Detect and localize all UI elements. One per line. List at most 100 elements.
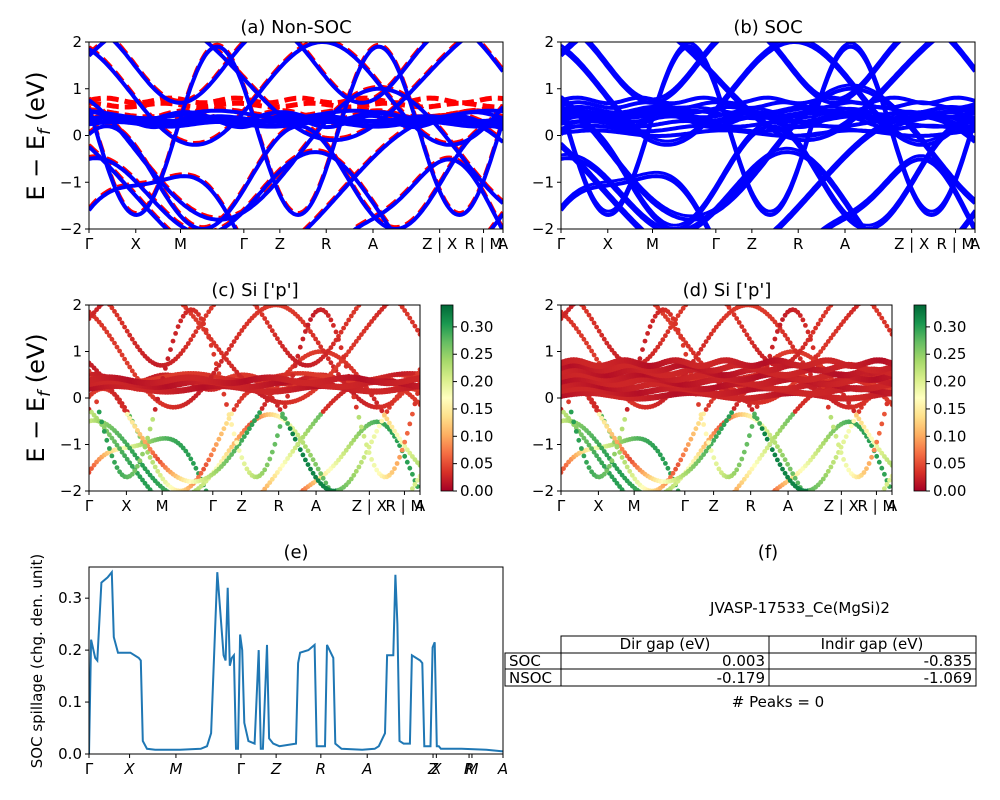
band-point bbox=[589, 348, 594, 354]
band-point bbox=[675, 327, 681, 333]
band-point bbox=[749, 424, 755, 429]
band-point bbox=[604, 424, 610, 429]
band-point bbox=[155, 468, 161, 474]
band-point bbox=[586, 344, 592, 350]
band-point bbox=[744, 473, 750, 479]
band-point bbox=[744, 332, 750, 338]
band-point bbox=[262, 402, 268, 407]
band-point bbox=[675, 462, 681, 468]
y-tick-label: −1 bbox=[60, 173, 82, 191]
band-point bbox=[346, 479, 352, 485]
band-point bbox=[379, 418, 385, 424]
band-point bbox=[402, 308, 408, 313]
band-point bbox=[734, 316, 740, 321]
band-point bbox=[186, 492, 191, 497]
x-tick-label: R | M bbox=[385, 497, 423, 515]
colorbar-tick-label: 0.25 bbox=[460, 345, 493, 363]
panel-e-title: (e) bbox=[283, 542, 308, 563]
band-point bbox=[359, 459, 364, 465]
band-point bbox=[716, 466, 722, 472]
x-tick-label: A bbox=[783, 497, 794, 515]
band-point bbox=[767, 492, 772, 497]
band-point bbox=[208, 343, 214, 348]
y-tick-label: 2 bbox=[72, 33, 82, 51]
band-point bbox=[99, 419, 105, 425]
band-point bbox=[708, 399, 714, 404]
band-point bbox=[371, 462, 377, 468]
band-point bbox=[353, 404, 359, 410]
band-point bbox=[369, 439, 374, 445]
band-point bbox=[213, 366, 219, 372]
band-point bbox=[371, 434, 377, 439]
band-point bbox=[178, 318, 184, 324]
x-tick-label: Z | X bbox=[352, 497, 387, 515]
x-tick-label: M bbox=[646, 235, 659, 253]
band-point bbox=[361, 455, 367, 460]
band-point bbox=[655, 448, 661, 454]
band-line bbox=[561, 42, 975, 213]
band-point bbox=[402, 439, 408, 445]
band-point bbox=[175, 324, 181, 329]
band-point bbox=[879, 450, 885, 456]
band-point bbox=[213, 442, 219, 447]
band-point bbox=[698, 347, 704, 352]
band-line bbox=[89, 114, 503, 124]
band-point bbox=[655, 344, 661, 350]
band-point bbox=[843, 462, 849, 468]
band-point bbox=[688, 347, 694, 352]
band-point bbox=[854, 305, 859, 309]
band-point bbox=[300, 434, 306, 440]
band-point bbox=[741, 449, 747, 455]
band-point bbox=[831, 300, 836, 305]
band-line bbox=[561, 111, 975, 229]
band-point bbox=[594, 439, 599, 444]
band-point bbox=[810, 454, 816, 460]
band-point bbox=[777, 428, 783, 433]
band-point bbox=[663, 461, 668, 466]
band-point bbox=[392, 466, 397, 471]
band-point bbox=[573, 326, 579, 331]
band-point bbox=[384, 416, 390, 422]
band-point bbox=[703, 407, 709, 412]
band-point bbox=[889, 462, 892, 468]
band-point bbox=[117, 399, 122, 405]
band-point bbox=[351, 394, 357, 400]
band-point bbox=[305, 448, 311, 454]
band-point bbox=[229, 422, 235, 427]
band-point bbox=[325, 313, 331, 318]
y-tick-label: −1 bbox=[532, 173, 554, 191]
band-point bbox=[325, 356, 331, 362]
band-point bbox=[683, 305, 689, 308]
band-point bbox=[122, 407, 127, 413]
band-point bbox=[879, 315, 885, 321]
band-point bbox=[584, 309, 589, 314]
x-tick-label: A bbox=[361, 760, 372, 778]
band-point bbox=[140, 451, 145, 457]
x-tick-label: Z | X bbox=[824, 497, 859, 515]
band-point bbox=[219, 359, 224, 364]
band-point bbox=[407, 315, 413, 321]
band-line bbox=[561, 95, 975, 106]
band-point bbox=[300, 336, 306, 342]
x-tick-label: A bbox=[970, 235, 981, 253]
band-point bbox=[859, 299, 864, 304]
band-point bbox=[846, 400, 852, 406]
band-point bbox=[609, 474, 615, 480]
band-point bbox=[114, 465, 120, 470]
band-point bbox=[813, 325, 818, 331]
band-point bbox=[221, 353, 227, 359]
band-point bbox=[869, 436, 874, 442]
band-point bbox=[252, 418, 257, 424]
band-point bbox=[140, 477, 145, 483]
band-point bbox=[341, 354, 346, 360]
band-point bbox=[785, 336, 790, 342]
band-point bbox=[292, 436, 298, 442]
band-point bbox=[655, 493, 660, 498]
band-point bbox=[716, 430, 722, 436]
band-point bbox=[392, 428, 397, 434]
band-point bbox=[109, 388, 115, 393]
band-point bbox=[282, 459, 288, 465]
band-point bbox=[203, 488, 209, 491]
band-point bbox=[191, 461, 196, 466]
